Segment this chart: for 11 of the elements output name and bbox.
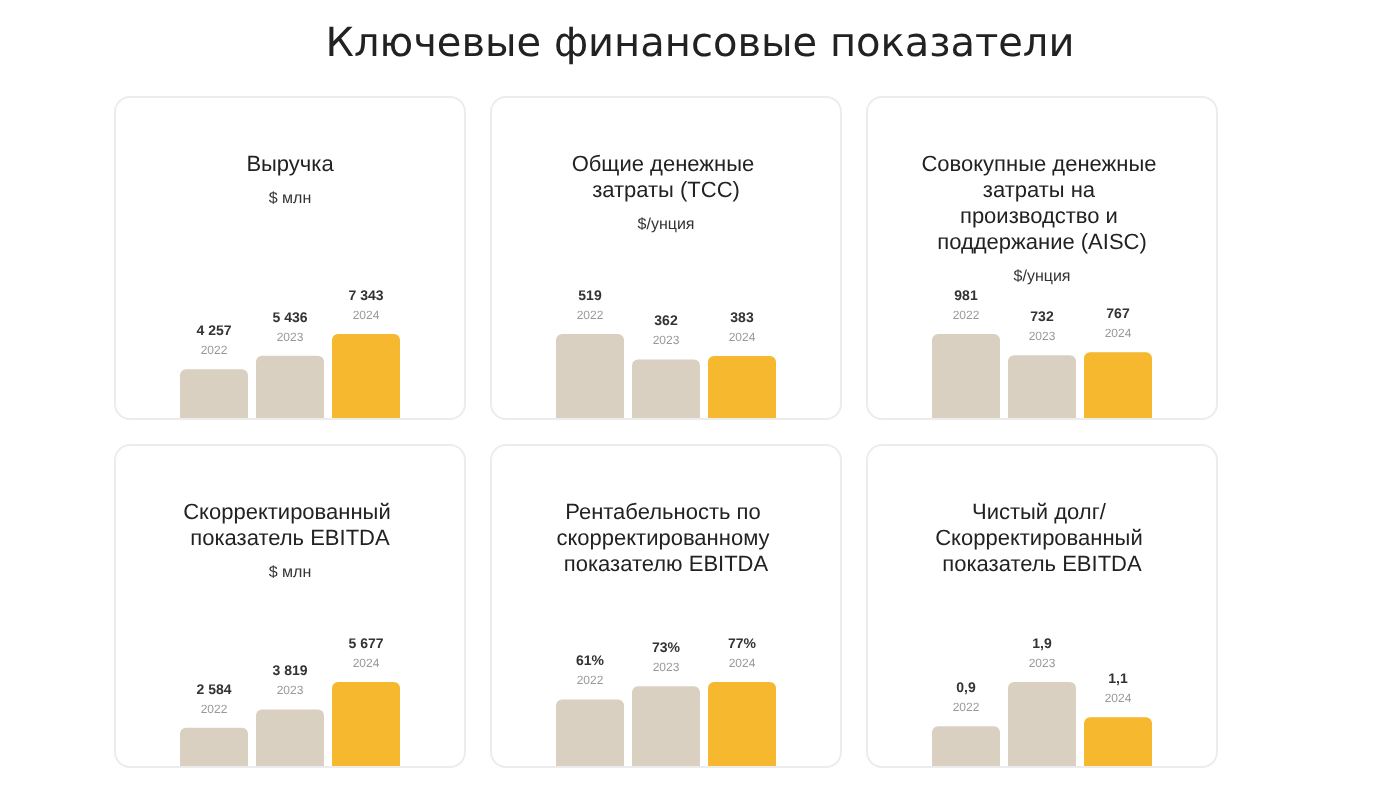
chart-title: Рентабельность по скорректированному показателю EBITDA — [556, 501, 776, 577]
chart-title: Скорректированный показатель EBITDA — [183, 501, 397, 551]
chart-subtitle: $ млн — [268, 189, 312, 207]
chart-subtitle: $/унция — [637, 215, 695, 233]
chart-subtitle: $/унция — [1013, 267, 1071, 285]
chart-title: Совокупные денежные затраты на производство и поддержание (AISC) — [921, 153, 1163, 255]
chart-subtitle: $ млн — [268, 563, 312, 581]
chart-title: Чистый долг/ Скорректированный показатель EBITDA — [935, 501, 1149, 577]
chart-title: Выручка — [246, 153, 336, 177]
chart-title: Общие денежные затраты (TCC) — [571, 153, 761, 203]
text: Ключевые финансовые показатели — [325, 18, 1075, 66]
